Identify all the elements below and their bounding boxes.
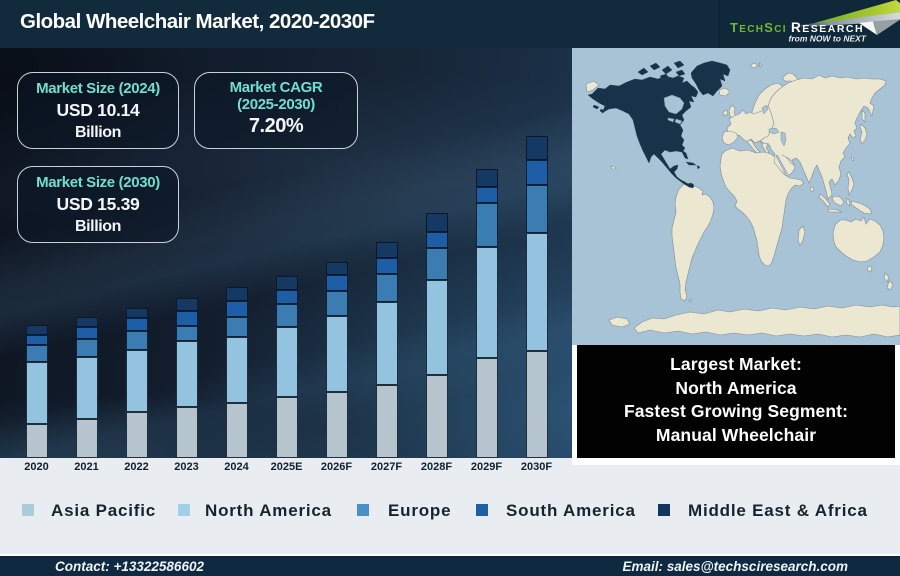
svg-text:from NOW to NEXT: from NOW to NEXT	[789, 34, 867, 44]
svg-text:TECHSCI: TECHSCI	[730, 20, 787, 35]
svg-text:RESEARCH: RESEARCH	[791, 20, 864, 35]
